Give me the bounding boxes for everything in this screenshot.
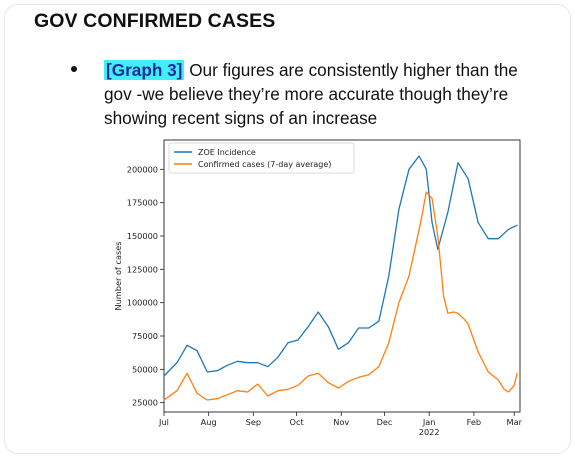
series-line-2 — [163, 191, 518, 401]
y-tick-label: 75000 — [132, 331, 158, 341]
x-tick-label: Dec — [377, 417, 393, 427]
bullet-body: Our figures are consistently higher than… — [104, 60, 518, 128]
x-year-label: 2022 — [419, 427, 440, 437]
y-tick-label: 200000 — [127, 164, 158, 174]
x-tick-label: Feb — [467, 417, 482, 427]
plot-frame — [163, 139, 521, 413]
x-tick-label: Mar — [507, 417, 523, 427]
y-tick-label: 25000 — [132, 398, 158, 408]
x-tick-label: Sep — [246, 417, 261, 427]
x-tick-label: Jan — [422, 417, 436, 427]
legend-box — [168, 142, 355, 174]
legend-label: ZOE Incidence — [198, 148, 256, 157]
series-line-1 — [163, 155, 518, 377]
x-tick-label: Jul — [158, 417, 169, 427]
bullet-icon — [71, 66, 77, 72]
legend-label: Confirmed cases (7-day average) — [198, 160, 331, 169]
y-tick-label: 125000 — [127, 264, 158, 274]
page-title: GOV CONFIRMED CASES — [34, 10, 276, 32]
y-tick-label: 150000 — [127, 231, 158, 241]
y-tick-label: 175000 — [127, 198, 158, 208]
bullet-text: [Graph 3] Our figures are consistently h… — [104, 58, 544, 130]
y-axis-label: Number of cases — [113, 241, 123, 310]
x-tick-label: Aug — [201, 417, 217, 427]
x-tick-label: Oct — [290, 417, 305, 427]
y-tick-label: 50000 — [132, 364, 158, 374]
card — [4, 4, 571, 454]
y-tick-label: 100000 — [127, 298, 158, 308]
graph-tag: [Graph 3] — [104, 60, 185, 80]
x-tick-label: Nov — [333, 417, 349, 427]
